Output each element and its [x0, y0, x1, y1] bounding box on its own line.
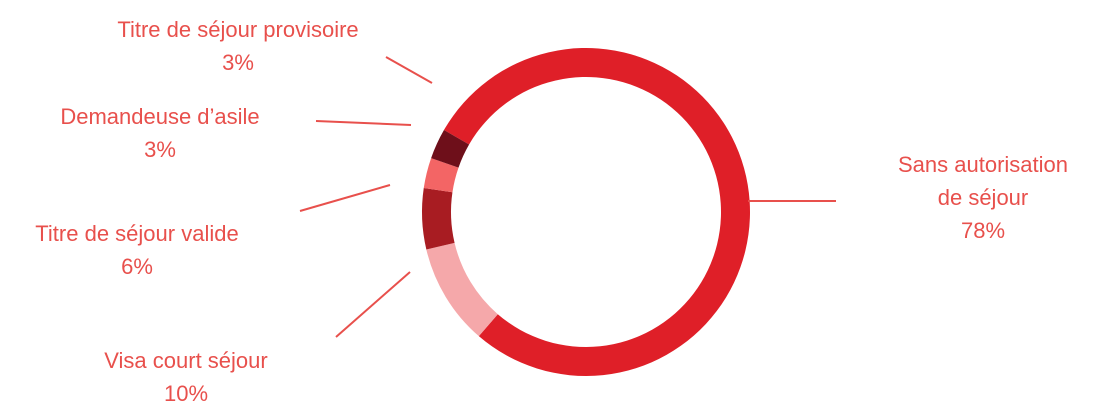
donut-slice-3	[423, 158, 459, 193]
labels-group: Sans autorisation de séjour 78% Visa court …	[35, 17, 1068, 406]
slice-label-3: Demandeuse d’asile 3%	[60, 104, 259, 162]
leader-line-2	[299, 184, 391, 212]
slices-group	[421, 47, 750, 376]
donut-slice-2	[421, 188, 455, 250]
slice-label-1-line-0: Visa court séjour	[104, 348, 267, 373]
slice-label-3-line-1: 3%	[144, 137, 176, 162]
slice-label-4-line-0: Titre de séjour provisoire	[117, 17, 358, 42]
donut-slice-4	[431, 130, 470, 168]
leader-line-3	[315, 120, 412, 126]
slice-label-1-line-1: 10%	[164, 381, 208, 406]
slice-label-1: Visa court séjour 10%	[104, 348, 267, 406]
slice-label-2-line-1: 6%	[121, 254, 153, 279]
slice-label-4: Titre de séjour provisoire 3%	[117, 17, 358, 75]
slice-label-2: Titre de séjour valide 6%	[35, 221, 238, 279]
slice-label-0-line-1: de séjour	[938, 185, 1029, 210]
leader-lines-group	[299, 56, 836, 338]
slice-label-2-line-0: Titre de séjour valide	[35, 221, 238, 246]
slice-label-4-line-1: 3%	[222, 50, 254, 75]
slice-label-0: Sans autorisation de séjour 78%	[898, 152, 1068, 243]
donut-slice-0	[443, 47, 750, 376]
slice-label-0-line-2: 78%	[961, 218, 1005, 243]
leader-line-4	[385, 56, 433, 84]
donut-slice-1	[426, 242, 498, 337]
leader-line-1	[335, 271, 411, 338]
slice-label-0-line-0: Sans autorisation	[898, 152, 1068, 177]
slice-label-3-line-0: Demandeuse d’asile	[60, 104, 259, 129]
